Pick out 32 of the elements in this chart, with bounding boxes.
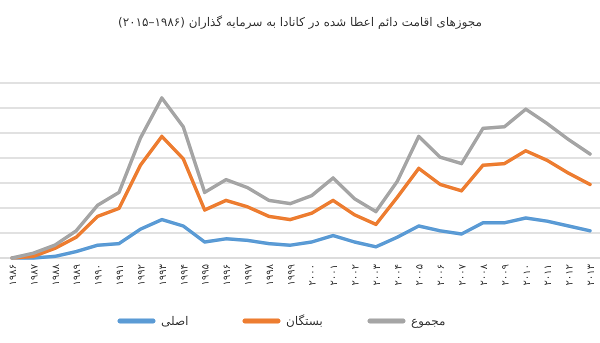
x-tick-label: ۱۹۹۷	[243, 263, 254, 286]
x-tick-label: ۱۹۸۶	[8, 264, 19, 286]
x-tick-label: ۲۰۱۰	[522, 264, 533, 286]
legend-label: اصلی	[161, 314, 188, 328]
x-tick-label: ۱۹۹۶	[222, 264, 234, 286]
legend-label: بستگان	[286, 314, 323, 328]
x-tick-label: ۲۰۰۰	[308, 264, 319, 286]
x-tick-label: ۱۹۸۷	[29, 263, 40, 286]
x-tick-label: ۲۰۱۲	[564, 264, 576, 286]
x-tick-label: ۱۹۹۸	[264, 263, 276, 286]
x-tick-label: ۲۰۰۷	[458, 263, 469, 286]
x-tick-label: ۲۰۰۹	[500, 264, 512, 286]
x-tick-label: ۲۰۰۵	[414, 264, 426, 286]
x-tick-label: ۲۰۰۶	[436, 264, 448, 286]
x-tick-label: ۲۰۱۱	[543, 264, 554, 286]
chart-title: مجوزهای اقامت دائم اعطا شده در کانادا به سرمایه گذاران (۱۹۸۶–۲۰۱۵)	[118, 15, 482, 29]
x-tick-label: ۱۹۹۹	[286, 264, 298, 286]
legend-label: مجموع	[411, 314, 446, 328]
x-tick-label: ۲۰۱۳	[586, 263, 597, 286]
x-tick-label: ۲۰۰۱	[329, 264, 340, 286]
x-tick-label: ۲۰۰۳	[372, 263, 383, 286]
x-tick-label: ۱۹۹۲	[136, 264, 148, 286]
x-tick-label: ۲۰۰۲	[350, 264, 362, 286]
x-tick-label: ۱۹۸۸	[50, 263, 62, 286]
x-tick-label: ۲۰۰۸	[478, 263, 490, 286]
x-tick-label: ۱۹۹۳	[158, 263, 169, 286]
x-tick-label: ۱۹۹۱	[115, 264, 126, 286]
x-tick-label: ۱۹۹۵	[200, 264, 212, 286]
x-tick-label: ۱۹۸۹	[72, 264, 84, 286]
x-tick-label: ۱۹۹۰	[94, 264, 105, 286]
x-tick-label: ۱۹۹۴	[179, 264, 190, 286]
x-tick-label: ۲۰۰۴	[393, 264, 404, 286]
